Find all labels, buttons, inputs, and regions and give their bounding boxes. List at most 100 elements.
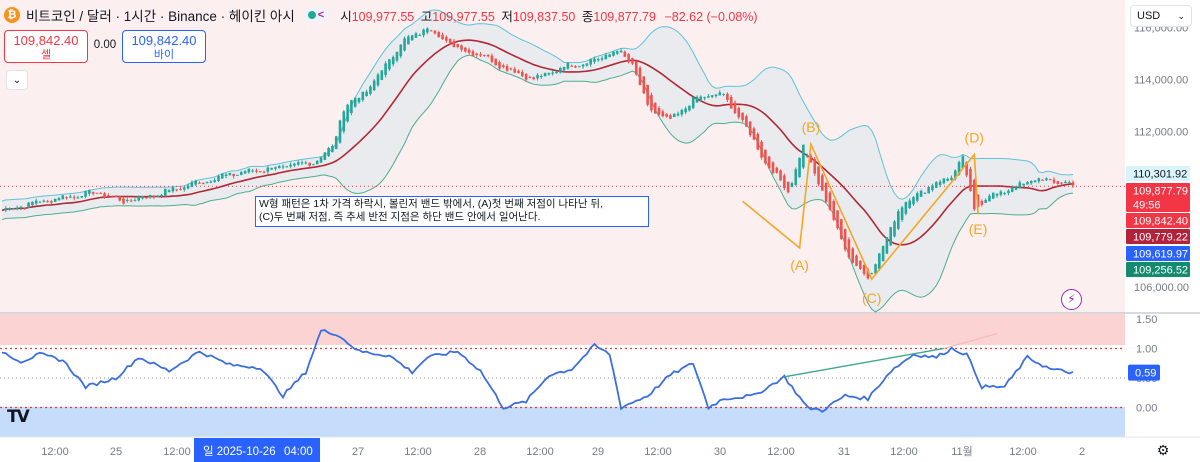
candle[interactable] [69, 194, 72, 199]
candle[interactable] [950, 175, 953, 181]
candle[interactable] [410, 34, 414, 41]
pattern-annotation-textbox[interactable]: W형 패턴은 1차 가격 하락시, 볼린저 밴드 밖에서, (A)첫 번째 저점… [255, 196, 649, 227]
candle[interactable] [1003, 191, 1006, 196]
candle[interactable] [536, 73, 539, 81]
candle[interactable] [642, 76, 646, 94]
candle[interactable] [600, 56, 604, 62]
candle[interactable] [1007, 189, 1010, 196]
candle[interactable] [209, 180, 213, 184]
currency-selector[interactable]: USD ⌄ [1130, 5, 1192, 27]
bollinger-basis-line[interactable] [1, 39, 1074, 246]
candle[interactable] [217, 174, 220, 183]
candle[interactable] [923, 192, 927, 194]
w-pattern-drawing[interactable]: (A) (B) (C) (D) (E) [742, 119, 988, 306]
candle[interactable] [312, 163, 315, 166]
candle[interactable] [107, 193, 110, 197]
candle[interactable] [764, 149, 767, 166]
candle[interactable] [213, 177, 216, 183]
candle[interactable] [490, 53, 494, 64]
candle[interactable] [912, 196, 915, 206]
candle[interactable] [767, 155, 771, 169]
candle[interactable] [266, 165, 270, 174]
candle[interactable] [729, 94, 733, 110]
candle[interactable] [555, 71, 558, 74]
candle[interactable] [198, 181, 201, 184]
candle[interactable] [399, 44, 403, 59]
candle[interactable] [1041, 179, 1044, 181]
candle[interactable] [745, 114, 748, 127]
candle[interactable] [395, 51, 399, 63]
candle[interactable] [148, 194, 152, 200]
candle[interactable] [505, 64, 509, 72]
candle[interactable] [179, 187, 182, 191]
collapse-legend-button[interactable]: ⌄ [6, 70, 28, 90]
candle[interactable] [669, 113, 672, 120]
bollinger-lower-line[interactable] [1, 54, 1074, 313]
candle[interactable] [893, 220, 896, 238]
candle[interactable] [407, 34, 410, 45]
candle[interactable] [1056, 180, 1060, 185]
candle[interactable] [388, 59, 391, 72]
candle[interactable] [593, 56, 596, 64]
candle[interactable] [361, 91, 365, 102]
candle[interactable] [1067, 180, 1071, 184]
candle[interactable] [114, 195, 118, 198]
candle[interactable] [718, 90, 722, 96]
candle[interactable] [908, 198, 911, 210]
candle[interactable] [1071, 180, 1075, 188]
candle[interactable] [851, 247, 855, 264]
candle[interactable] [445, 35, 448, 43]
candle[interactable] [691, 96, 695, 110]
candle[interactable] [619, 48, 623, 53]
candle[interactable] [722, 93, 725, 97]
candle[interactable] [502, 63, 505, 69]
candle[interactable] [748, 121, 752, 137]
candle[interactable] [566, 62, 570, 70]
candle[interactable] [900, 205, 904, 222]
candle[interactable] [357, 97, 361, 104]
candle[interactable] [889, 227, 893, 246]
candle[interactable] [323, 152, 327, 161]
candle[interactable] [95, 192, 99, 194]
candle[interactable] [885, 236, 889, 255]
candle[interactable] [342, 109, 346, 134]
candle[interactable] [304, 160, 308, 165]
candle[interactable] [365, 89, 368, 97]
candle[interactable] [456, 43, 460, 49]
bolt-icon[interactable]: ⚡ [1061, 289, 1082, 310]
candle[interactable] [733, 100, 737, 115]
candle[interactable] [999, 190, 1003, 197]
candle[interactable] [122, 196, 125, 205]
candle[interactable] [779, 169, 782, 181]
candle[interactable] [574, 65, 577, 69]
candle[interactable] [308, 162, 311, 168]
candle[interactable] [338, 119, 342, 144]
candle[interactable] [133, 198, 137, 202]
candle[interactable] [422, 28, 425, 38]
candle[interactable] [612, 51, 615, 57]
candle[interactable] [859, 260, 862, 270]
candle[interactable] [167, 189, 171, 193]
candle[interactable] [475, 52, 479, 58]
candle[interactable] [904, 201, 908, 216]
candle[interactable] [509, 67, 513, 71]
candle[interactable] [441, 32, 444, 40]
candle[interactable] [186, 183, 190, 190]
candle[interactable] [969, 166, 972, 192]
candle[interactable] [129, 198, 133, 203]
candle[interactable] [714, 93, 718, 98]
candle[interactable] [840, 218, 843, 240]
candle[interactable] [1010, 185, 1014, 193]
candle[interactable] [984, 198, 987, 203]
candle[interactable] [65, 196, 68, 200]
candle[interactable] [623, 50, 627, 58]
candle[interactable] [794, 167, 798, 186]
candle[interactable] [798, 157, 801, 178]
candle[interactable] [1037, 177, 1041, 184]
candle[interactable] [201, 182, 205, 185]
candle[interactable] [783, 173, 786, 191]
candle[interactable] [232, 173, 235, 179]
candle[interactable] [1060, 181, 1063, 186]
candle[interactable] [919, 189, 923, 198]
candle[interactable] [452, 38, 456, 48]
